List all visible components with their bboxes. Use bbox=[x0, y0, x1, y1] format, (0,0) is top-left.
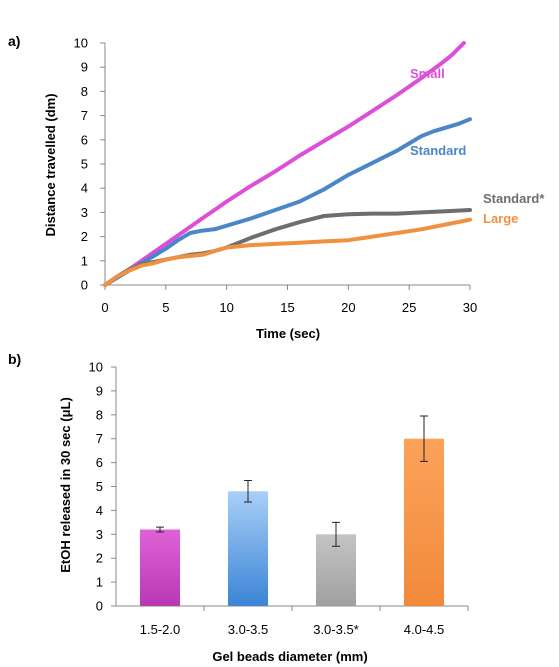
panel-label-a: a) bbox=[8, 33, 20, 49]
bar-2 bbox=[228, 491, 268, 606]
chart-a-y-axis-title: Distance travelled (dm) bbox=[43, 93, 58, 236]
chart-a-y-tick-label: 1 bbox=[81, 253, 88, 268]
chart-a-axes: 0 1 2 3 4 5 6 7 8 9 10 0 5 10 15 20 25 30 bbox=[74, 36, 478, 316]
series-label: Standard bbox=[410, 143, 466, 158]
chart-b-y-tick-label: 1 bbox=[96, 575, 103, 590]
chart-b-y-tick-label: 6 bbox=[96, 455, 103, 470]
series-line-standard bbox=[103, 117, 472, 287]
bar-1 bbox=[140, 529, 180, 606]
chart-a-x-tick-label: 5 bbox=[162, 300, 169, 315]
chart-a-y-tick-label: 6 bbox=[81, 132, 88, 147]
chart-a-x-tick-label: 0 bbox=[101, 300, 108, 315]
series-label: Small bbox=[410, 66, 445, 81]
panel-label-b: b) bbox=[8, 351, 21, 367]
chart-a-x-tick-label: 20 bbox=[341, 300, 355, 315]
chart-b-y-tick-label: 8 bbox=[96, 407, 103, 422]
chart-a-y-tick-label: 7 bbox=[81, 108, 88, 123]
chart-a-x-tick-label: 30 bbox=[463, 300, 477, 315]
chart-a-y-tick-label: 4 bbox=[81, 181, 88, 196]
chart-b-x-tick-label: 3.0-3.5 bbox=[228, 622, 268, 637]
chart-b-y-tick-label: 5 bbox=[96, 479, 103, 494]
chart-b-y-tick-label: 4 bbox=[96, 503, 103, 518]
chart-a-y-tick-label: 2 bbox=[81, 229, 88, 244]
chart-a-x-tick-label: 25 bbox=[402, 300, 416, 315]
chart-b-y-tick-label: 9 bbox=[96, 383, 103, 398]
chart-b-y-tick-label: 2 bbox=[96, 551, 103, 566]
chart-b-y-tick-label: 0 bbox=[96, 599, 103, 614]
chart-a-x-axis-title: Time (sec) bbox=[256, 326, 320, 341]
chart-b-y-tick-label: 3 bbox=[96, 527, 103, 542]
bar-4 bbox=[404, 438, 444, 606]
chart-a: a) 0 1 2 3 4 5 6 7 8 9 10 0 5 10 15 20 25 30 Small Standar… bbox=[8, 33, 545, 341]
chart-a-x-tick-label: 10 bbox=[219, 300, 233, 315]
chart-b-y-tick-label: 10 bbox=[89, 360, 103, 375]
chart-a-y-tick-label: 9 bbox=[81, 60, 88, 75]
chart-b-x-tick-label: 3.0-3.5* bbox=[313, 622, 359, 637]
chart-b-y-axis-title: EtOH released in 30 sec (μL) bbox=[58, 397, 73, 573]
chart-a-y-tick-label: 3 bbox=[81, 205, 88, 220]
chart-a-x-tick-label: 15 bbox=[280, 300, 294, 315]
chart-a-y-tick-label: 5 bbox=[81, 157, 88, 172]
series-label: Large bbox=[483, 211, 518, 226]
chart-a-y-tick-label: 8 bbox=[81, 84, 88, 99]
chart-a-y-tick-label: 0 bbox=[81, 278, 88, 293]
chart-b-x-axis-title: Gel beads diameter (mm) bbox=[212, 649, 367, 664]
chart-b: b) 0 1 2 3 4 5 6 7 8 9 10 1.5-2.0 3.0-3.5 3.0-3.5* 4.… bbox=[8, 351, 469, 664]
series-line-small bbox=[103, 41, 466, 287]
series-line-large bbox=[103, 217, 472, 287]
chart-a-series: Small Standard Standard* Large bbox=[103, 41, 545, 287]
chart-b-y-tick-label: 7 bbox=[96, 431, 103, 446]
series-label: Standard* bbox=[483, 191, 545, 206]
chart-a-y-tick-label: 10 bbox=[74, 36, 88, 51]
chart-b-x-tick-label: 1.5-2.0 bbox=[140, 622, 180, 637]
chart-b-bars: 1.5-2.0 3.0-3.5 3.0-3.5* 4.0-4.5 bbox=[140, 415, 469, 637]
chart-b-x-tick-label: 4.0-4.5 bbox=[404, 622, 444, 637]
